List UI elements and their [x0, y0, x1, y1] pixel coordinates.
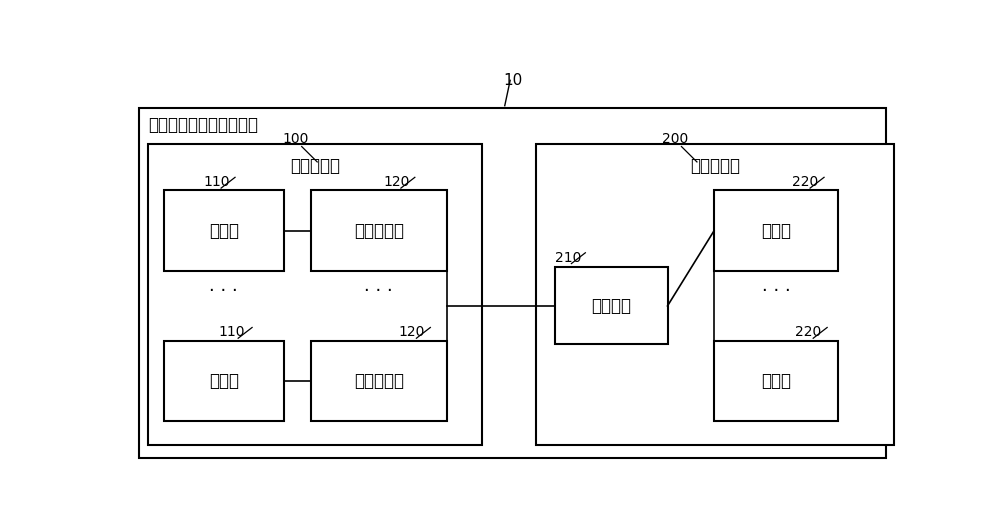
- Bar: [311, 191, 447, 271]
- Text: 管理端: 管理端: [761, 372, 791, 390]
- Text: 220: 220: [795, 325, 822, 339]
- Text: 110: 110: [219, 325, 245, 339]
- Text: 管理端: 管理端: [761, 222, 791, 240]
- Text: 120: 120: [399, 325, 425, 339]
- Text: 200: 200: [662, 132, 688, 146]
- Text: 接口应用: 接口应用: [591, 297, 631, 315]
- Text: 110: 110: [203, 175, 230, 189]
- Bar: [139, 108, 886, 458]
- Text: 120: 120: [383, 175, 409, 189]
- Bar: [536, 144, 894, 445]
- Text: 管理端模块: 管理端模块: [690, 157, 740, 175]
- Bar: [148, 144, 482, 445]
- Text: 客户端组件: 客户端组件: [354, 222, 404, 240]
- Bar: [714, 341, 838, 421]
- Text: 客户端模块: 客户端模块: [290, 157, 340, 175]
- Bar: [311, 341, 447, 421]
- Text: 微服务: 微服务: [209, 372, 239, 390]
- Bar: [714, 191, 838, 271]
- Bar: [555, 267, 668, 344]
- Text: 100: 100: [282, 132, 309, 146]
- Text: · · ·: · · ·: [762, 281, 790, 299]
- Text: 220: 220: [792, 175, 819, 189]
- Text: · · ·: · · ·: [364, 281, 393, 299]
- Bar: [164, 341, 284, 421]
- Text: · · ·: · · ·: [209, 281, 238, 299]
- Text: 分布式定时任务调度装置: 分布式定时任务调度装置: [148, 116, 258, 134]
- Text: 微服务: 微服务: [209, 222, 239, 240]
- Bar: [164, 191, 284, 271]
- Text: 210: 210: [555, 251, 581, 265]
- Text: 客户端组件: 客户端组件: [354, 372, 404, 390]
- Text: 10: 10: [503, 73, 522, 88]
